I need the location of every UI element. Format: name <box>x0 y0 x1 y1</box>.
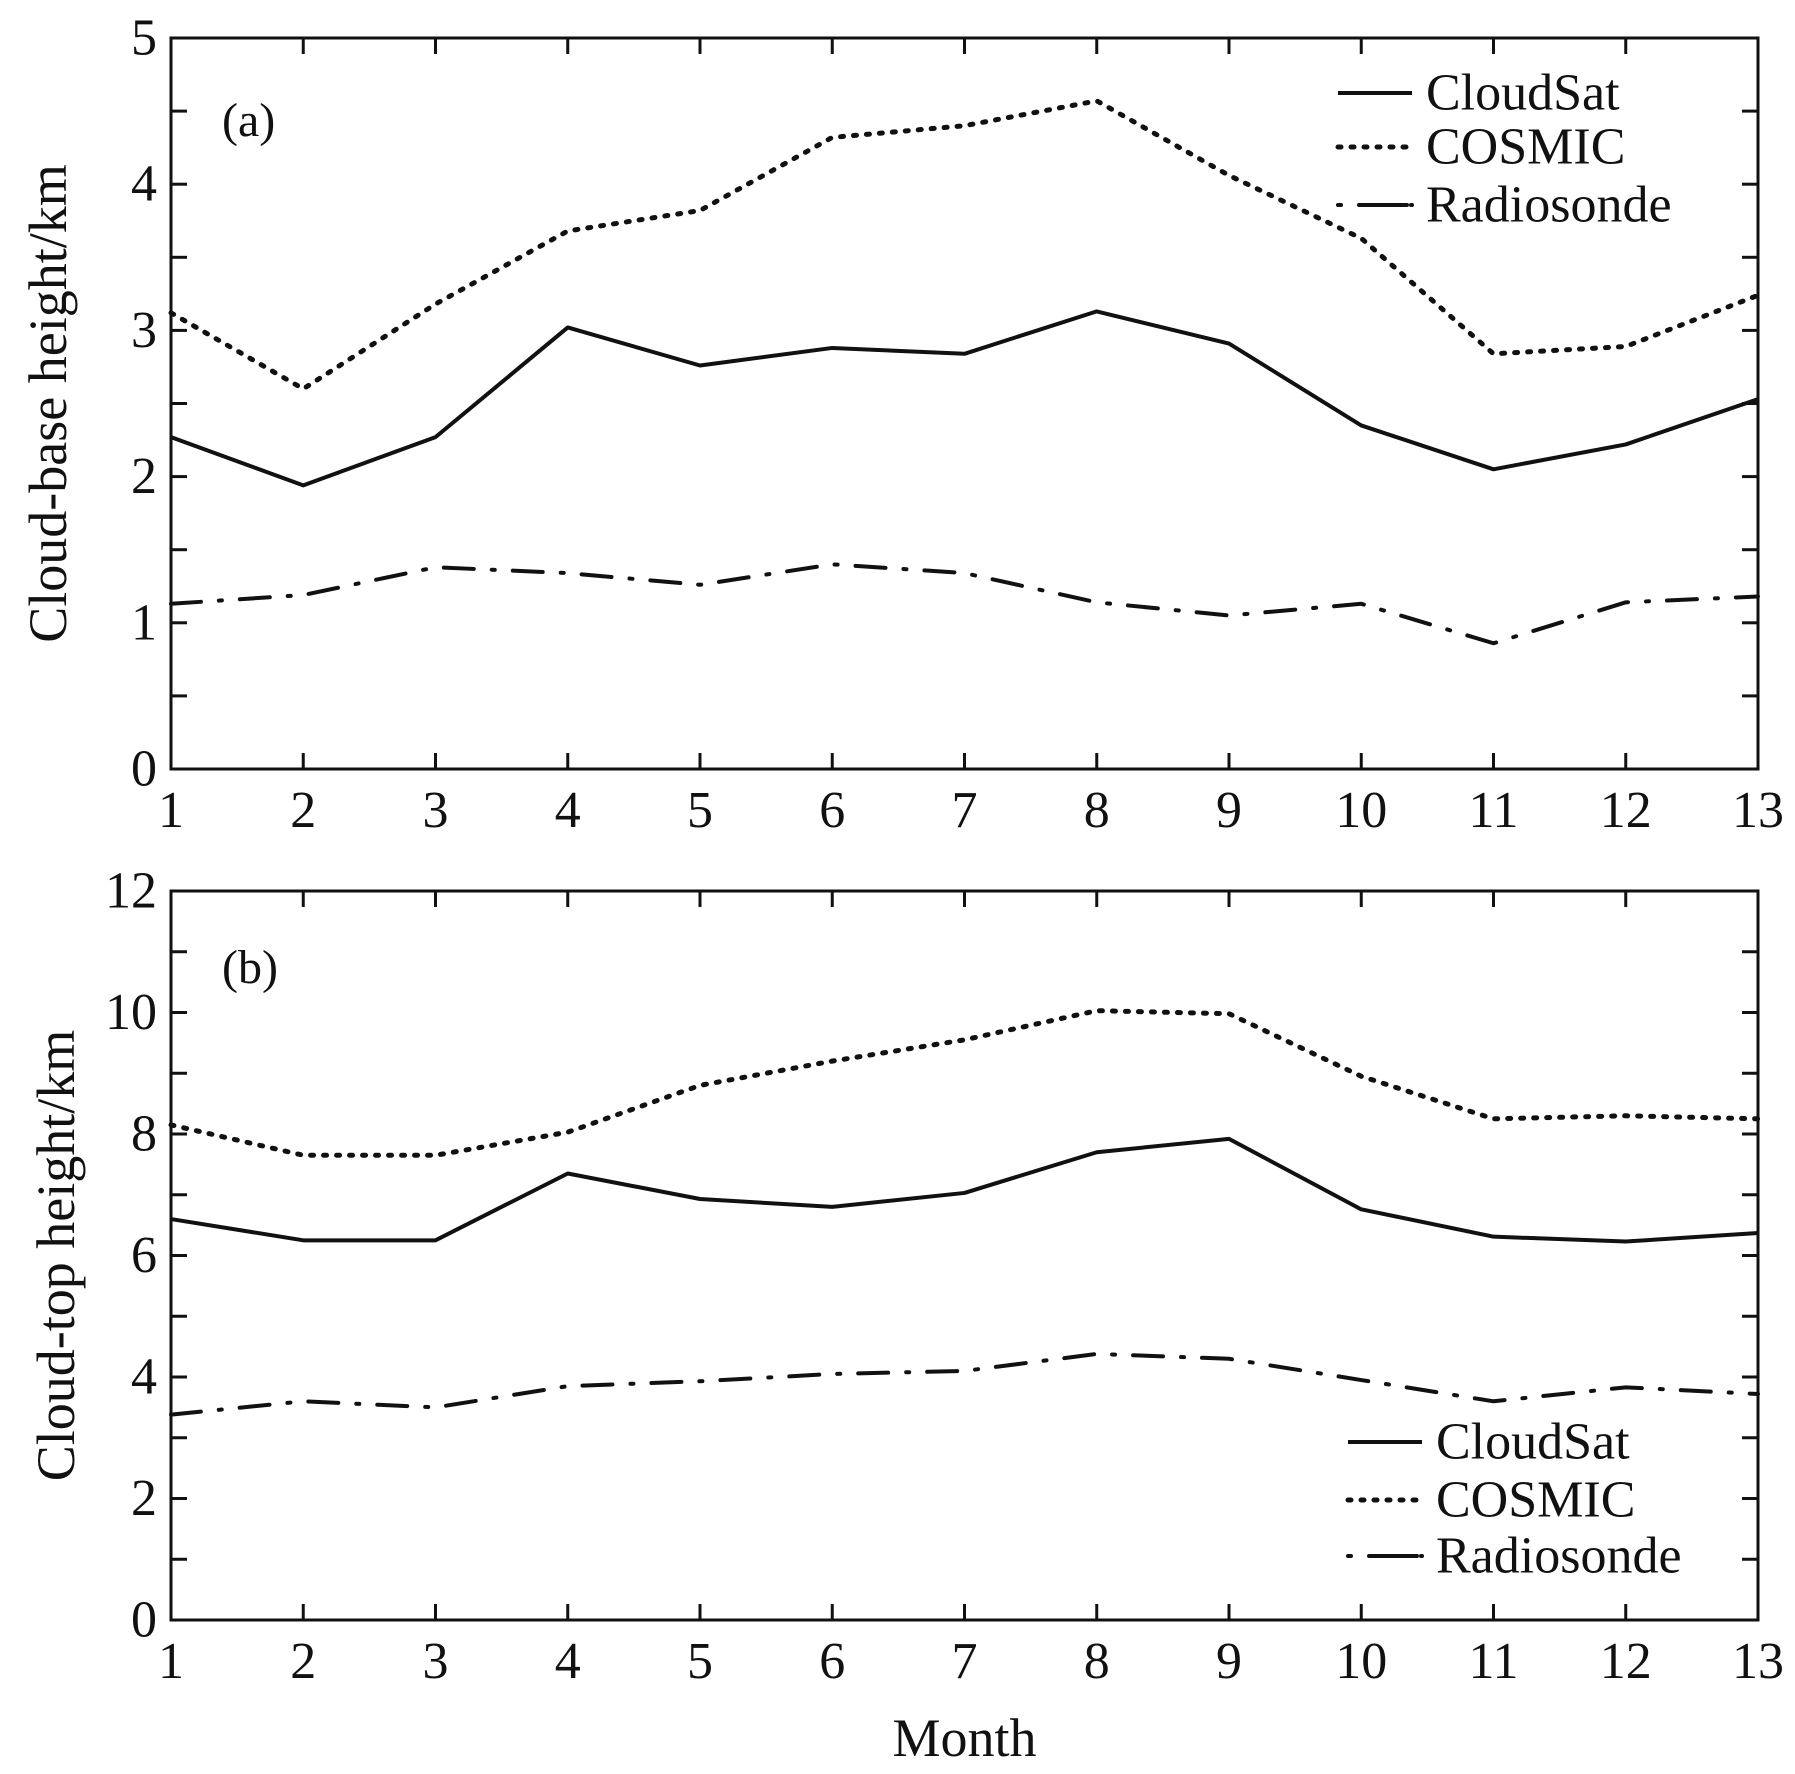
y-tick-label: 2 <box>131 1470 157 1527</box>
x-axis-label: Month <box>892 1708 1036 1768</box>
x-tick-label: 13 <box>1732 1633 1784 1690</box>
x-tick-label: 2 <box>290 1633 316 1690</box>
x-tick-label: 13 <box>1732 782 1784 839</box>
y-tick-label: 10 <box>105 984 157 1041</box>
y-tick-label: 8 <box>131 1106 157 1163</box>
series-line-radiosonde <box>169 562 1760 646</box>
x-tick-label: 7 <box>952 782 978 839</box>
x-tick-label: 11 <box>1468 1633 1518 1690</box>
x-tick-label: 8 <box>1084 782 1110 839</box>
y-axis-label: Cloud-base height/km <box>18 164 78 642</box>
y-tick-label: 0 <box>131 1592 157 1649</box>
x-tick-label: 1 <box>158 782 184 839</box>
x-tick-label: 10 <box>1335 782 1387 839</box>
y-tick-label: 4 <box>131 1349 157 1406</box>
y-axis-label: Cloud-top height/km <box>26 1030 86 1482</box>
y-tick-label: 2 <box>131 448 157 505</box>
series-line-cosmic <box>168 1008 1761 1158</box>
x-tick-label: 7 <box>952 1633 978 1690</box>
x-tick-label: 6 <box>819 1633 845 1690</box>
x-tick-label: 5 <box>687 1633 713 1690</box>
x-tick-label: 3 <box>423 1633 449 1690</box>
y-tick-label: 6 <box>131 1227 157 1284</box>
panel-label: (a) <box>222 94 275 147</box>
x-tick-label: 6 <box>819 782 845 839</box>
x-tick-label: 12 <box>1600 782 1652 839</box>
series-line-cosmic <box>168 98 1761 392</box>
x-tick-label: 3 <box>423 782 449 839</box>
y-tick-label: 5 <box>131 10 157 67</box>
series-line-cloudsat <box>170 1136 1759 1244</box>
legend-label-radiosonde: Radiosonde <box>1436 1528 1682 1585</box>
x-tick-label: 12 <box>1600 1633 1652 1690</box>
y-tick-label: 4 <box>131 156 157 213</box>
x-tick-label: 4 <box>555 782 581 839</box>
panel-label: (b) <box>222 941 278 994</box>
y-tick-label: 12 <box>105 863 157 920</box>
x-tick-label: 4 <box>555 1633 581 1690</box>
legend-label-cosmic: COSMIC <box>1426 119 1625 176</box>
legend-label-radiosonde: Radiosonde <box>1426 177 1672 234</box>
series-line-radiosonde <box>169 1351 1760 1417</box>
x-tick-label: 9 <box>1216 782 1242 839</box>
legend-label-cloudsat: CloudSat <box>1436 1414 1630 1471</box>
x-tick-label: 1 <box>158 1633 184 1690</box>
series-line-cloudsat <box>170 309 1759 488</box>
x-tick-label: 5 <box>687 782 713 839</box>
legend-label-cosmic: COSMIC <box>1436 1472 1635 1529</box>
x-tick-label: 9 <box>1216 1633 1242 1690</box>
x-tick-label: 2 <box>290 782 316 839</box>
x-tick-label: 8 <box>1084 1633 1110 1690</box>
y-tick-label: 1 <box>131 594 157 651</box>
y-tick-label: 3 <box>131 302 157 359</box>
y-tick-label: 0 <box>131 741 157 798</box>
legend-label-cloudsat: CloudSat <box>1426 65 1620 122</box>
x-tick-label: 11 <box>1468 782 1518 839</box>
x-tick-label: 10 <box>1335 1633 1387 1690</box>
